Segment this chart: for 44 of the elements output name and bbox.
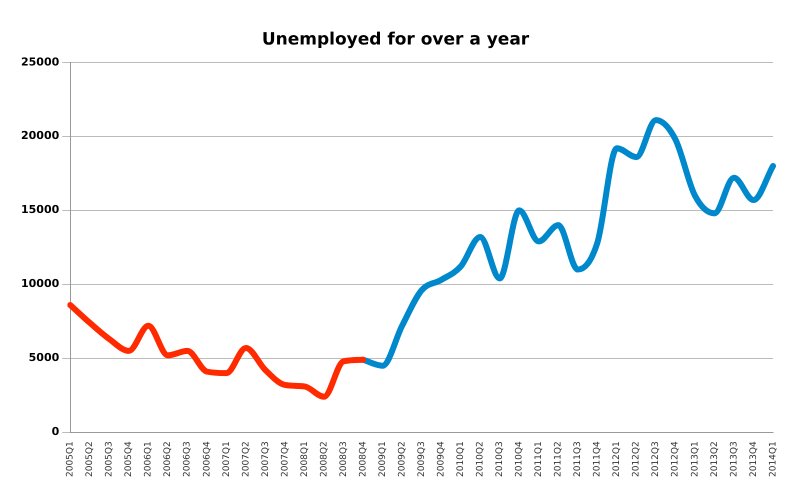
x-tick-label: 2007Q3 [260,441,271,478]
x-tick-label: 2006Q4 [202,441,212,478]
y-tick-label: 10000 [20,277,60,290]
y-tick-label: 15000 [20,203,60,216]
y-tick-label: 20000 [20,129,60,142]
x-tick-label: 2013Q3 [729,441,740,478]
x-tick-label: 2010Q3 [495,441,506,478]
x-tick-label: 2013Q2 [710,441,720,478]
x-tick-label: 2005Q1 [66,441,76,478]
x-tick-label: 2009Q1 [378,441,388,478]
x-tick-label: 2008Q4 [358,441,368,478]
x-tick-label: 2013Q1 [690,441,700,478]
x-tick-label: 2006Q3 [182,441,193,478]
x-tick-label: 2006Q1 [144,441,154,478]
x-tick-label: 2010Q2 [476,441,486,478]
y-tick-label: 25000 [20,55,60,68]
x-tick-label: 2009Q2 [397,441,408,478]
x-tick-label: 2011Q1 [534,441,544,478]
x-tick-label: 2012Q2 [632,441,642,478]
x-tick-label: 2013Q4 [748,441,759,478]
x-tick-label: 2011Q2 [554,441,564,478]
x-tick-label: 2011Q4 [592,441,603,478]
x-tick-label: 2007Q2 [241,441,252,478]
x-tick-label: 2005Q2 [85,441,96,478]
x-tick-label: 2012Q3 [651,441,662,478]
x-tick-label: 2007Q4 [280,441,290,478]
x-tick-label: 2009Q3 [416,441,427,478]
y-tick-label: 5000 [28,351,60,364]
x-tick-label: 2011Q3 [573,441,584,478]
x-tick-label: 2005Q4 [124,441,134,478]
x-tick-label: 2012Q1 [612,441,622,478]
x-tick-label: 2008Q2 [319,441,330,478]
x-tick-label: 2005Q3 [104,441,115,478]
chart-title: Unemployed for over a year [262,30,530,50]
x-tick-label: 2010Q1 [456,441,466,478]
x-tick-label: 2009Q4 [436,441,446,478]
x-tick-label: 2008Q1 [300,441,310,478]
y-tick-label: 0 [52,425,60,438]
x-tick-label: 2006Q2 [163,441,174,478]
x-tick-label: 2008Q3 [338,441,349,478]
x-tick-label: 2007Q1 [222,441,232,478]
x-tick-label: 2012Q4 [670,441,681,478]
x-tick-label: 2014Q1 [768,441,778,478]
x-tick-label: 2010Q4 [514,441,525,478]
